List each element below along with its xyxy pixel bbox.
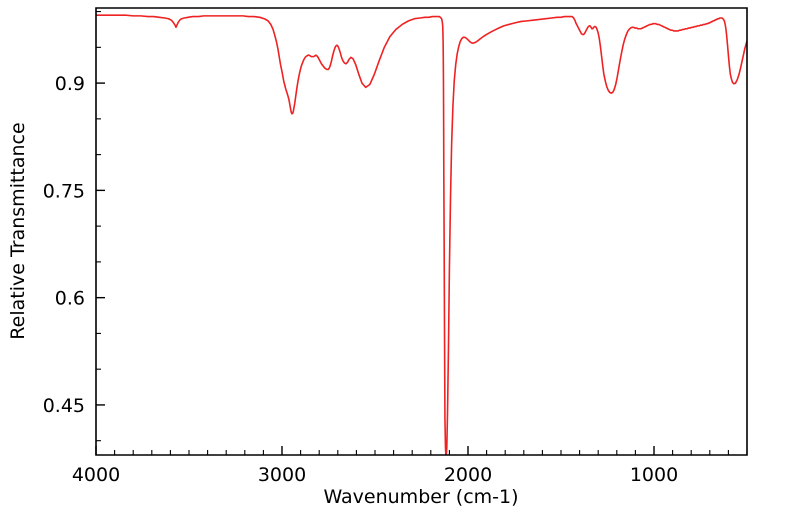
x-axis-major-ticks (95, 446, 655, 455)
y-axis-minor-ticks (96, 11, 101, 442)
x-axis-minor-ticks (114, 450, 748, 455)
y-axis-major-ticks (96, 82, 105, 406)
x-tick-label-4000: 4000 (72, 464, 120, 486)
x-tick-label-3000: 3000 (258, 464, 306, 486)
y-tick-label-0.6: 0.6 (55, 288, 85, 310)
x-tick-label-2000: 2000 (444, 464, 492, 486)
x-tick-label-1000: 1000 (630, 464, 678, 486)
x-axis-tick-labels: 4000 3000 2000 1000 (72, 464, 678, 486)
y-axis-tick-labels: 0.9 0.75 0.6 0.45 (43, 73, 85, 417)
spectrum-trace (96, 14, 747, 455)
y-tick-label-0.45: 0.45 (43, 395, 85, 417)
x-axis-title: Wavenumber (cm-1) (323, 486, 518, 508)
y-tick-label-0.75: 0.75 (43, 180, 85, 202)
y-axis-title: Relative Transmittance (7, 122, 29, 339)
y-tick-label-0.9: 0.9 (55, 73, 85, 95)
axes-frame (95, 7, 748, 456)
